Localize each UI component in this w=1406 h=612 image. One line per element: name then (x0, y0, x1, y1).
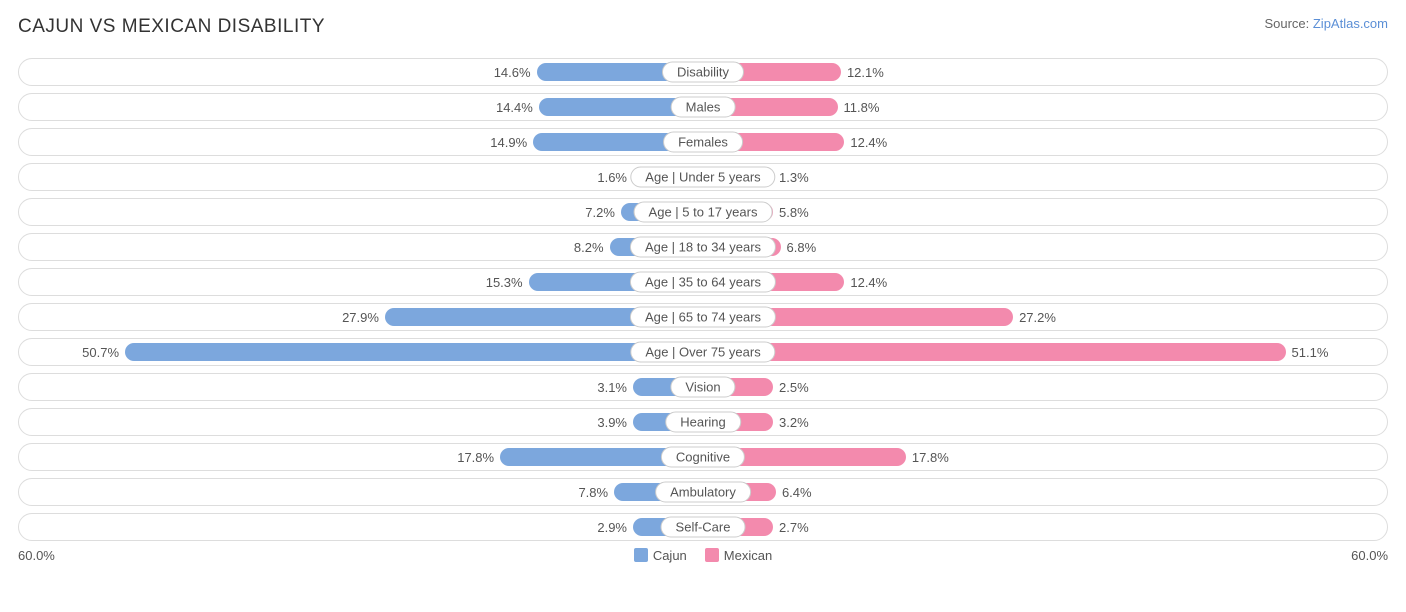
left-value: 1.6% (591, 170, 633, 185)
left-value: 7.2% (579, 205, 621, 220)
row-label: Males (671, 97, 736, 118)
right-value: 12.4% (844, 135, 893, 150)
left-value: 50.7% (76, 345, 125, 360)
left-value: 14.6% (488, 65, 537, 80)
chart-row: 27.9% 27.2% Age | 65 to 74 years (18, 303, 1388, 331)
legend-label-right: Mexican (724, 548, 772, 563)
source-prefix: Source: (1264, 16, 1312, 31)
left-value: 17.8% (451, 450, 500, 465)
right-value: 2.5% (773, 380, 815, 395)
chart-row: 3.1% 2.5% Vision (18, 373, 1388, 401)
legend-label-left: Cajun (653, 548, 687, 563)
legend: Cajun Mexican (634, 548, 772, 563)
right-value: 5.8% (773, 205, 815, 220)
legend-swatch-right (705, 548, 719, 562)
left-bar (125, 343, 703, 361)
chart-row: 7.2% 5.8%Age | 5 to 17 years (18, 198, 1388, 226)
chart-row: 1.6% 1.3%Age | Under 5 years (18, 163, 1388, 191)
row-label: Females (663, 132, 743, 153)
chart-row: 17.8% 17.8% Cognitive (18, 443, 1388, 471)
legend-swatch-left (634, 548, 648, 562)
right-bar (703, 343, 1286, 361)
chart-title: CAJUN VS MEXICAN DISABILITY (18, 16, 325, 38)
chart-row: 3.9% 3.2% Hearing (18, 408, 1388, 436)
chart-row: 14.6% 12.1% Disability (18, 58, 1388, 86)
row-label: Age | 65 to 74 years (630, 307, 776, 328)
chart-source: Source: ZipAtlas.com (1264, 16, 1388, 31)
right-value: 1.3% (773, 170, 815, 185)
left-value: 8.2% (568, 240, 610, 255)
chart-row: 50.7% 51.1% Age | Over 75 years (18, 338, 1388, 366)
axis-max-left: 60.0% (18, 548, 634, 563)
right-value: 2.7% (773, 520, 815, 535)
row-label: Age | 35 to 64 years (630, 272, 776, 293)
right-value: 51.1% (1286, 345, 1335, 360)
row-label: Age | Under 5 years (630, 167, 775, 188)
chart-row: 14.4% 11.8% Males (18, 93, 1388, 121)
left-value: 3.1% (591, 380, 633, 395)
left-value: 27.9% (336, 310, 385, 325)
row-label: Age | 5 to 17 years (634, 202, 773, 223)
axis-max-right: 60.0% (772, 548, 1388, 563)
left-value: 2.9% (591, 520, 633, 535)
right-value: 3.2% (773, 415, 815, 430)
left-value: 3.9% (591, 415, 633, 430)
row-label: Hearing (665, 412, 741, 433)
chart-header: CAJUN VS MEXICAN DISABILITY Source: ZipA… (18, 16, 1388, 38)
row-label: Cognitive (661, 447, 745, 468)
row-label: Self-Care (661, 517, 746, 538)
row-label: Disability (662, 62, 744, 83)
row-label: Age | Over 75 years (630, 342, 775, 363)
left-value: 7.8% (572, 485, 614, 500)
chart-row: 15.3% 12.4% Age | 35 to 64 years (18, 268, 1388, 296)
row-label: Ambulatory (655, 482, 751, 503)
right-value: 12.4% (844, 275, 893, 290)
diverging-bar-chart: 14.6% 12.1% Disability 14.4% 11.8% Males 14.9%… (18, 58, 1388, 541)
right-value: 17.8% (906, 450, 955, 465)
source-link[interactable]: ZipAtlas.com (1313, 16, 1388, 31)
legend-item-left: Cajun (634, 548, 687, 563)
row-label: Vision (670, 377, 735, 398)
chart-row: 8.2% 6.8% Age | 18 to 34 years (18, 233, 1388, 261)
legend-item-right: Mexican (705, 548, 772, 563)
chart-row: 2.9% 2.7% Self-Care (18, 513, 1388, 541)
chart-row: 7.8% 6.4% Ambulatory (18, 478, 1388, 506)
row-label: Age | 18 to 34 years (630, 237, 776, 258)
left-value: 15.3% (480, 275, 529, 290)
right-value: 12.1% (841, 65, 890, 80)
left-value: 14.4% (490, 100, 539, 115)
chart-footer: 60.0% Cajun Mexican 60.0% (18, 548, 1388, 563)
right-value: 6.4% (776, 485, 818, 500)
right-value: 27.2% (1013, 310, 1062, 325)
chart-row: 14.9% 12.4% Females (18, 128, 1388, 156)
left-value: 14.9% (484, 135, 533, 150)
right-value: 6.8% (781, 240, 823, 255)
right-value: 11.8% (838, 100, 886, 115)
